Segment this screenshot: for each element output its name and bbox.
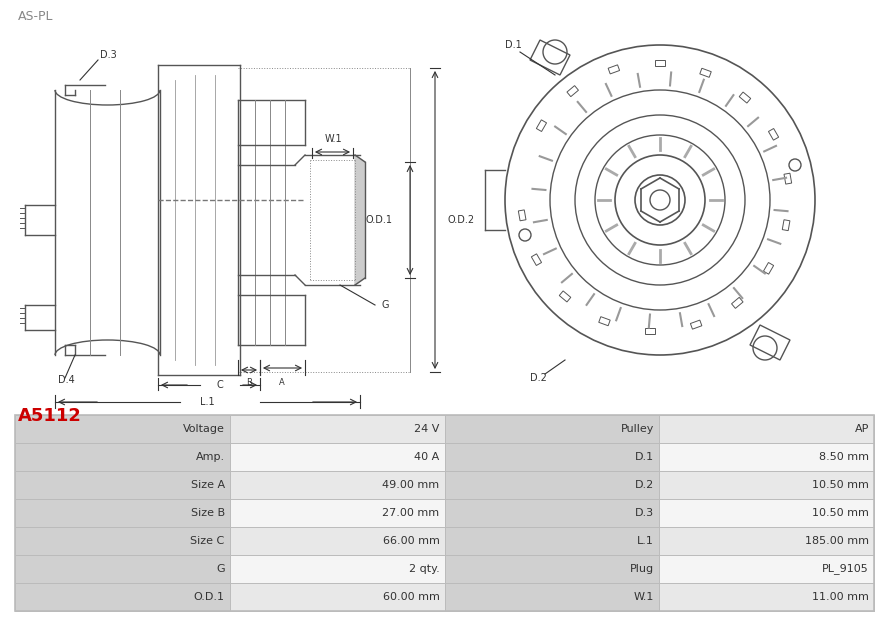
Text: A5112: A5112 <box>18 407 82 425</box>
Text: 60.00 mm: 60.00 mm <box>382 592 439 602</box>
Bar <box>768 128 779 140</box>
Text: W.1: W.1 <box>634 592 654 602</box>
FancyBboxPatch shape <box>660 415 874 443</box>
Text: 185.00 mm: 185.00 mm <box>805 536 869 546</box>
Text: Plug: Plug <box>630 564 654 574</box>
Text: 40 A: 40 A <box>414 452 439 462</box>
FancyBboxPatch shape <box>444 527 660 555</box>
Text: 24 V: 24 V <box>414 424 439 434</box>
FancyBboxPatch shape <box>660 443 874 471</box>
Text: G: G <box>216 564 225 574</box>
Text: AS-PL: AS-PL <box>18 10 53 23</box>
FancyBboxPatch shape <box>229 471 444 499</box>
FancyBboxPatch shape <box>229 443 444 471</box>
Text: 10.50 mm: 10.50 mm <box>813 508 869 518</box>
Text: Size A: Size A <box>190 480 225 490</box>
Text: L.1: L.1 <box>637 536 654 546</box>
Text: W.1: W.1 <box>324 134 341 144</box>
Text: A: A <box>279 378 284 387</box>
FancyBboxPatch shape <box>444 443 660 471</box>
Polygon shape <box>355 155 365 285</box>
Text: 11.00 mm: 11.00 mm <box>813 592 869 602</box>
FancyBboxPatch shape <box>444 555 660 583</box>
Text: D.1: D.1 <box>635 452 654 462</box>
Bar <box>518 210 526 221</box>
Text: D.1: D.1 <box>505 40 522 50</box>
Bar <box>691 320 701 329</box>
FancyBboxPatch shape <box>660 527 874 555</box>
Text: D.4: D.4 <box>58 375 75 385</box>
Bar <box>782 220 790 231</box>
Text: 8.50 mm: 8.50 mm <box>819 452 869 462</box>
FancyBboxPatch shape <box>229 583 444 611</box>
FancyBboxPatch shape <box>15 583 229 611</box>
Bar <box>740 92 750 103</box>
Bar <box>608 65 620 74</box>
FancyBboxPatch shape <box>229 499 444 527</box>
Text: C: C <box>217 380 223 390</box>
Text: PL_9105: PL_9105 <box>822 564 869 574</box>
Text: Pulley: Pulley <box>621 424 654 434</box>
Bar <box>532 254 541 265</box>
Text: O.D.2: O.D.2 <box>448 215 475 225</box>
FancyBboxPatch shape <box>660 471 874 499</box>
Bar <box>599 316 610 326</box>
Text: D.3: D.3 <box>635 508 654 518</box>
FancyBboxPatch shape <box>15 415 229 443</box>
FancyBboxPatch shape <box>15 555 229 583</box>
Text: O.D.1: O.D.1 <box>194 592 225 602</box>
Bar <box>645 328 655 334</box>
Bar <box>784 173 792 184</box>
Text: O.D.1: O.D.1 <box>365 215 392 225</box>
Text: G: G <box>381 300 388 310</box>
Text: Size B: Size B <box>190 508 225 518</box>
Text: 27.00 mm: 27.00 mm <box>382 508 439 518</box>
Text: D.2: D.2 <box>635 480 654 490</box>
FancyBboxPatch shape <box>229 527 444 555</box>
Text: 66.00 mm: 66.00 mm <box>382 536 439 546</box>
FancyBboxPatch shape <box>229 555 444 583</box>
FancyBboxPatch shape <box>660 583 874 611</box>
Text: 2 qty.: 2 qty. <box>409 564 439 574</box>
Bar <box>700 69 711 77</box>
Text: Size C: Size C <box>190 536 225 546</box>
FancyBboxPatch shape <box>660 555 874 583</box>
FancyBboxPatch shape <box>444 583 660 611</box>
FancyBboxPatch shape <box>229 415 444 443</box>
Bar <box>567 85 579 97</box>
Text: 10.50 mm: 10.50 mm <box>813 480 869 490</box>
Bar <box>732 297 743 308</box>
FancyBboxPatch shape <box>15 527 229 555</box>
Bar <box>536 120 547 131</box>
Bar <box>655 60 665 66</box>
FancyBboxPatch shape <box>15 499 229 527</box>
Text: D.2: D.2 <box>530 373 547 383</box>
Text: L.1: L.1 <box>200 397 214 407</box>
Text: B: B <box>246 378 252 387</box>
FancyBboxPatch shape <box>660 499 874 527</box>
FancyBboxPatch shape <box>444 415 660 443</box>
Text: D.3: D.3 <box>100 50 116 60</box>
FancyBboxPatch shape <box>15 443 229 471</box>
Text: 49.00 mm: 49.00 mm <box>382 480 439 490</box>
FancyBboxPatch shape <box>444 499 660 527</box>
FancyBboxPatch shape <box>15 471 229 499</box>
Bar <box>764 262 773 274</box>
FancyBboxPatch shape <box>444 471 660 499</box>
Bar <box>559 291 571 302</box>
Text: Voltage: Voltage <box>183 424 225 434</box>
Text: AP: AP <box>854 424 869 434</box>
Text: Amp.: Amp. <box>196 452 225 462</box>
